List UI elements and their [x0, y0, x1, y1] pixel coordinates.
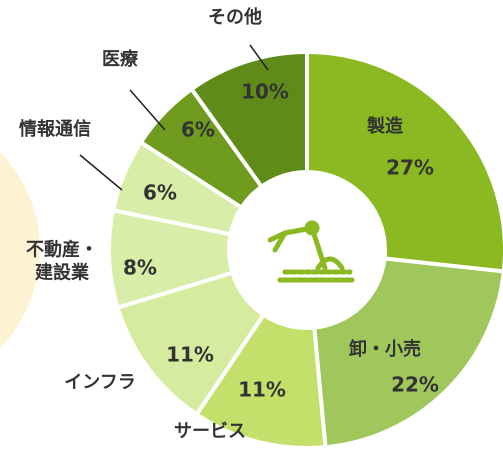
category-label: 情報通信	[19, 118, 91, 140]
center-hole	[227, 170, 387, 330]
category-label: サービス	[174, 420, 246, 442]
value-label: 6%	[181, 117, 215, 142]
value-label: 22%	[391, 372, 439, 397]
value-label: 8%	[123, 255, 157, 280]
category-label: 卸・小売	[349, 338, 421, 360]
robot-icon	[267, 220, 355, 283]
value-label: 11%	[166, 342, 214, 367]
category-label: その他	[208, 6, 262, 28]
category-label: 不動産・ 建設業	[26, 239, 98, 284]
category-label: 医療	[102, 48, 138, 70]
decor-circle	[0, 152, 40, 348]
value-label: 10%	[241, 79, 289, 104]
category-label: 製造	[367, 115, 403, 137]
value-label: 11%	[238, 377, 286, 402]
category-label: インフラ	[64, 371, 136, 393]
leader-lines	[79, 44, 269, 191]
value-label: 6%	[143, 180, 177, 205]
value-label: 27%	[386, 155, 434, 180]
